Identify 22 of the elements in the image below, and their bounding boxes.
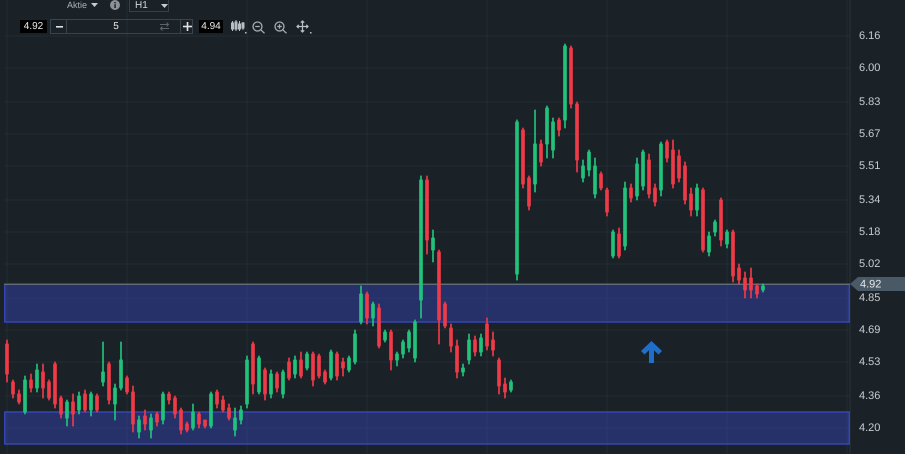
candlestick	[101, 342, 105, 386]
annotation: H1	[135, 0, 148, 11]
y-tick-label: 5.51	[859, 160, 880, 172]
y-tick-label: 4.85	[859, 292, 880, 304]
y-tick-label: 5.34	[859, 194, 880, 206]
y-tick-label: 4.36	[859, 390, 880, 402]
y-tick-label: 5.67	[859, 128, 880, 140]
y-tick-label: 5.02	[859, 258, 880, 270]
price-field: 4.92	[20, 20, 47, 33]
annotation: 5	[112, 20, 120, 33]
y-tick-label: 5.18	[859, 226, 880, 238]
quantity-field: 5	[50, 19, 193, 34]
annotation: Aktie	[67, 0, 88, 10]
y-tick-label: 4.20	[859, 422, 880, 434]
y-tick-label: 6.00	[859, 62, 880, 74]
y-tick-label: 6.16	[859, 30, 880, 42]
y-tick-label: 5.83	[859, 96, 880, 108]
ref-line-label: 4.92	[860, 278, 882, 291]
price-field: 4.94	[199, 20, 223, 33]
dropdown-field: H1	[129, 0, 169, 12]
y-tick-label: 4.69	[859, 324, 880, 336]
y-tick-label: 4.53	[859, 356, 880, 368]
